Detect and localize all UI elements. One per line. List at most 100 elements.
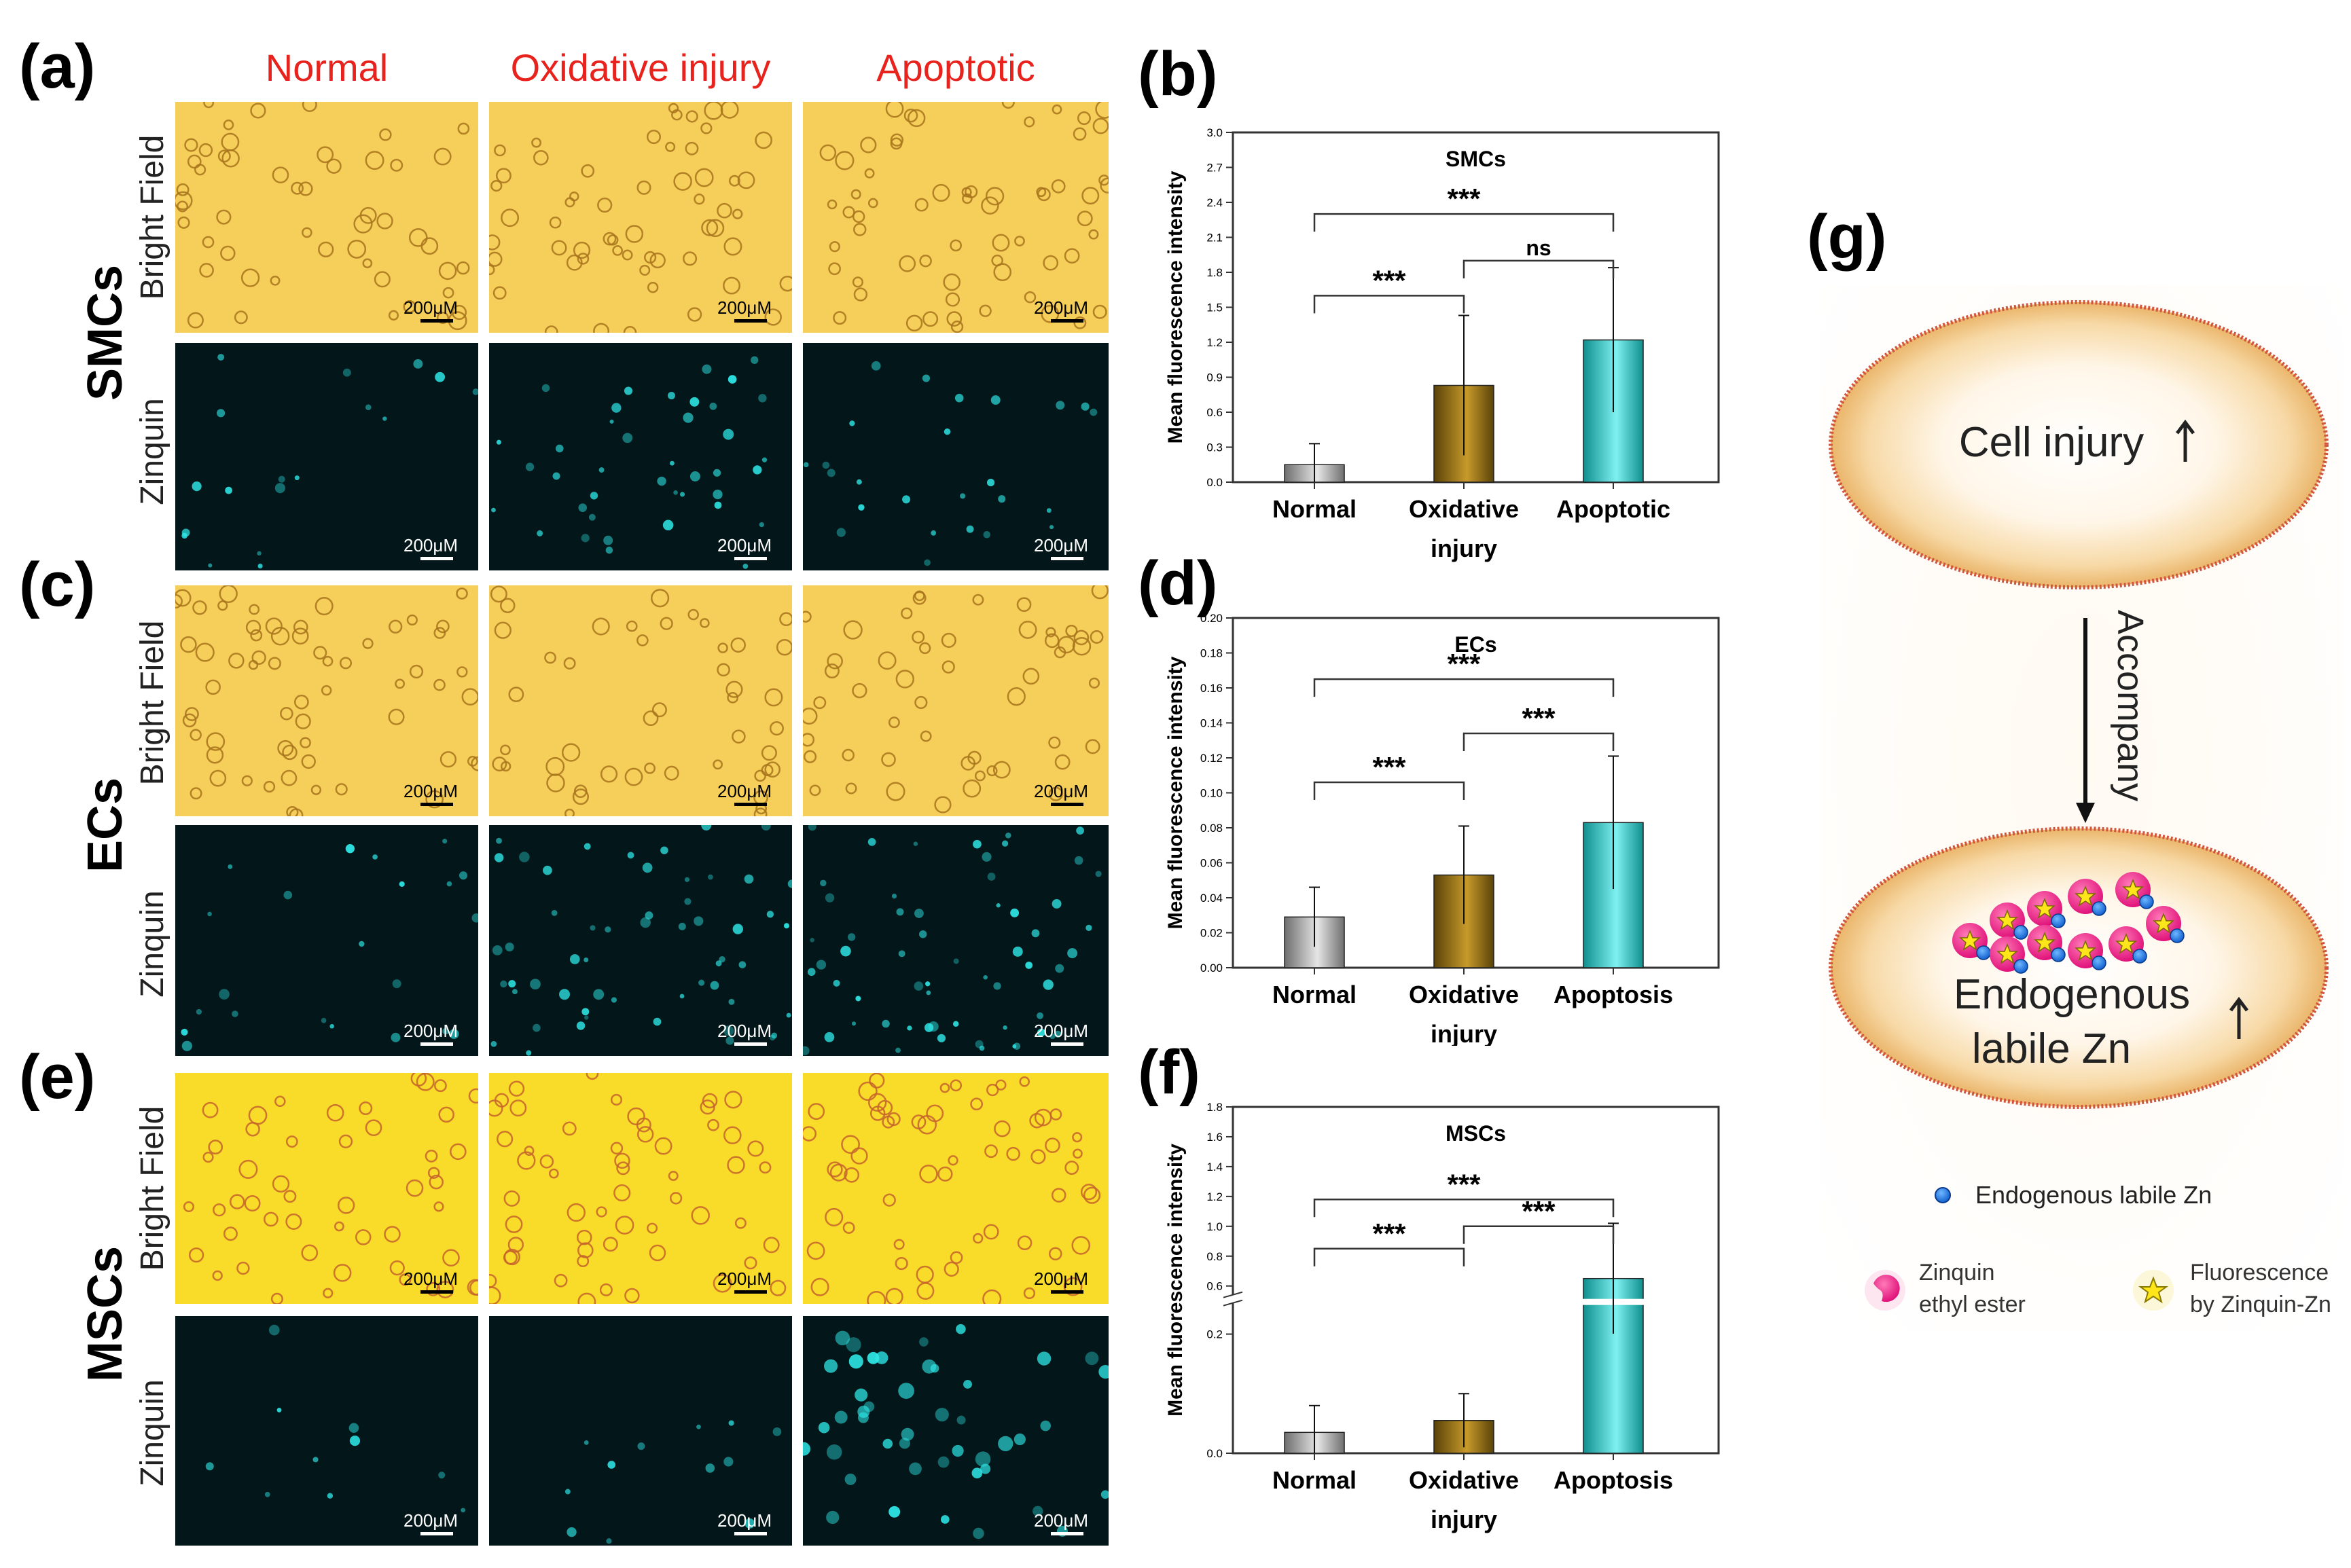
significance-label: *** [1447,1168,1481,1200]
micrograph-smcs-bright-apoptotic: 200μM [803,102,1109,333]
endogenous-text: Endogenous [1954,971,2190,1018]
zinquin-zn-complex [2068,933,2106,970]
y-tick-label: 0.14 [1200,717,1223,730]
cell-label-ecs: ECs [78,777,132,873]
y-axis-label: Mean fluorescence intensity [1164,1144,1187,1417]
scale-bar [420,319,453,323]
significance-label: *** [1372,1218,1406,1250]
y-tick-label: 0.6 [1206,1280,1223,1293]
significance-bracket [1462,1225,1615,1244]
zinquin-zn-complex [1952,923,1991,960]
x-tick-label: Normal [1272,1466,1357,1494]
scale-bar-label: 200μM [1034,781,1089,801]
zinquin-zn-complex [2068,879,2106,916]
scale-bar [1051,557,1083,560]
scale-bar-label: 200μM [1034,1510,1089,1531]
row-label-bright-field-2: Bright Field [134,620,171,786]
axis-break-mark [1223,1291,1243,1298]
x-tick-label: injury [1431,1020,1497,1046]
significance-bracket [1313,1199,1615,1218]
y-tick-label: 0.10 [1200,787,1223,800]
micrograph-mscs-fluor-oxidative: 200μM [489,1316,792,1546]
micrograph-smcs-bright-normal: 200μM [175,102,478,333]
scale-bar [420,1532,453,1535]
y-tick-label: 0.8 [1206,1250,1223,1263]
micrograph-image [803,1073,1109,1304]
micrograph-image [175,825,478,1056]
y-tick-label: 1.8 [1206,266,1223,279]
scale-bar [420,557,453,560]
panel-letter-g: (g) [1807,202,1886,272]
y-tick-label: 2.7 [1206,162,1223,175]
significance-bracket [1313,781,1465,801]
scale-bar-label: 200μM [717,1269,772,1289]
scale-bar [420,1290,453,1294]
chart-smcs: (b) SMCs Mean fluorescence intensity 0.0 0.3… [1138,39,1720,562]
column-header-oxidative: Oxidative injury [510,46,771,89]
x-tick-label: Apoptosis [1554,1466,1673,1494]
scale-bar [734,557,767,560]
scale-bar [734,1532,767,1535]
micrograph-image [803,343,1109,570]
zinquin-zn-complex [1990,936,2028,974]
y-axis-label: Mean fluorescence intensity [1164,656,1187,929]
y-tick-label: 0.04 [1200,892,1223,905]
y-tick-label: 1.0 [1206,1220,1223,1233]
micrograph-image [489,1073,792,1304]
micrograph-mscs-fluor-apoptotic: 200μM [803,1316,1109,1546]
chart-title: MSCs [1446,1121,1506,1146]
y-tick-label: 0.16 [1200,682,1223,695]
y-tick-label: 0.3 [1206,441,1223,454]
micrograph-image [489,343,792,570]
significance-label: *** [1447,183,1481,215]
micrograph-smcs-fluor-oxidative: 200μM [489,343,792,570]
plot-frame [1232,1106,1720,1455]
significance-label: *** [1522,1195,1556,1227]
micrograph-ecs-bright-normal: 200μM [175,585,478,816]
x-tick-label: Apoptotic [1556,495,1670,523]
micrograph-mscs-bright-normal: 200μM [175,1073,478,1304]
significance-bracket [1313,213,1615,232]
scale-bar [1051,1532,1083,1535]
scale-bar [420,803,453,806]
micrograph-image [803,102,1109,333]
scale-bar [734,319,767,323]
micrograph-ecs-bright-oxidative: 200μM [489,585,792,816]
y-tick-label: 1.2 [1206,336,1223,349]
y-tick-label: 2.4 [1206,196,1223,209]
y-tick-label: 0.0 [1206,1447,1223,1460]
significance-label: ns [1526,236,1551,260]
scale-bar-label: 200μM [1034,1269,1089,1289]
chart-ecs: (d) ECs Mean fluorescence intensity 0.00 0.0… [1138,549,1720,1046]
y-tick-label: 0.2 [1206,1328,1223,1341]
scale-bar-label: 200μM [403,535,459,555]
micrograph-image [175,1073,478,1304]
y-tick-label: 0.18 [1200,647,1223,660]
labile-zn-text: labile Zn [1972,1025,2131,1072]
row-label-bright-field-3: Bright Field [134,1106,171,1271]
legend-fluorescence-label-1: Fluorescence [2190,1260,2329,1286]
micrograph-image [803,825,1109,1056]
y-tick-label: 1.5 [1206,302,1223,314]
micrograph-smcs-fluor-normal: 200μM [175,343,478,570]
micrograph-image [489,1316,792,1546]
zinquin-zn-complex [2027,925,2066,962]
y-tick-label: 0.6 [1206,406,1223,419]
axis-break-gap [1225,1294,1241,1303]
significance-label: *** [1372,751,1406,783]
scale-bar-label: 200μM [403,297,459,318]
legend-fluorescence-label-2: by Zinquin-Zn [2190,1292,2331,1317]
scale-bar-label: 200μM [717,781,772,801]
scale-bar-label: 200μM [717,535,772,555]
scale-bar [734,803,767,806]
scale-bar-label: 200μM [403,1021,459,1041]
scale-bar-label: 200μM [717,297,772,318]
micrograph-image [175,102,478,333]
legend-fluorescence-icon [2133,1270,2174,1311]
up-arrow-icon-2 [2229,996,2248,1039]
y-tick-label: 1.8 [1206,1101,1223,1114]
micrograph-ecs-fluor-normal: 200μM [175,825,478,1056]
column-header-apoptotic: Apoptotic [876,46,1035,89]
legend-zn-icon [1935,1187,1951,1203]
axis-break-mark [1223,1299,1243,1307]
